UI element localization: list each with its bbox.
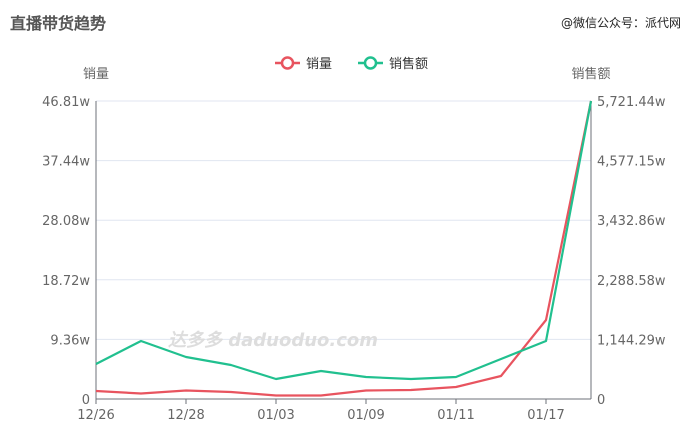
y-left-tick-label: 18.72w [42,274,90,289]
legend-circle-icon [280,56,295,70]
legend-label: 销量 [306,57,332,72]
x-tick-label: 12/28 [167,408,204,423]
y-right-tick-label: 0 [597,393,605,408]
brand-watermark: 达多多 daduoduo.com [168,330,378,351]
x-tick-label: 01/09 [347,408,384,423]
series-line-sales-volume [95,100,593,397]
y-left-axis-title: 销量 [83,67,109,82]
y-right-tick-label: 2,288.58w [597,274,666,289]
y-left-tick-label: 9.36w [50,333,90,348]
y-right-tick-label: 4,577.15w [597,155,666,170]
legend-label: 销售额 [389,56,428,72]
x-tick-label: 01/03 [257,408,294,423]
x-tick-label: 12/26 [77,408,114,423]
series-line-sales-amount [95,100,593,381]
y-right-tick-label: 3,432.86w [597,214,666,229]
y-right-tick-label: 5,721.44w [597,95,666,110]
y-right-tick-label: 1,144.29w [597,333,666,348]
legend-circle-icon [363,56,378,70]
page-title: 直播带货趋势 [10,14,107,33]
y-right-axis-title: 销售额 [571,66,610,82]
y-left-tick-label: 37.44w [42,155,90,170]
x-tick-label: 01/17 [527,408,564,423]
y-left-tick-label: 28.08w [42,214,90,229]
y-left-tick-label: 0 [82,393,90,408]
y-left-tick-label: 46.81w [42,95,90,110]
watermark-text: @微信公众号：派代网 [560,16,681,30]
x-tick-label: 01/11 [437,408,474,423]
